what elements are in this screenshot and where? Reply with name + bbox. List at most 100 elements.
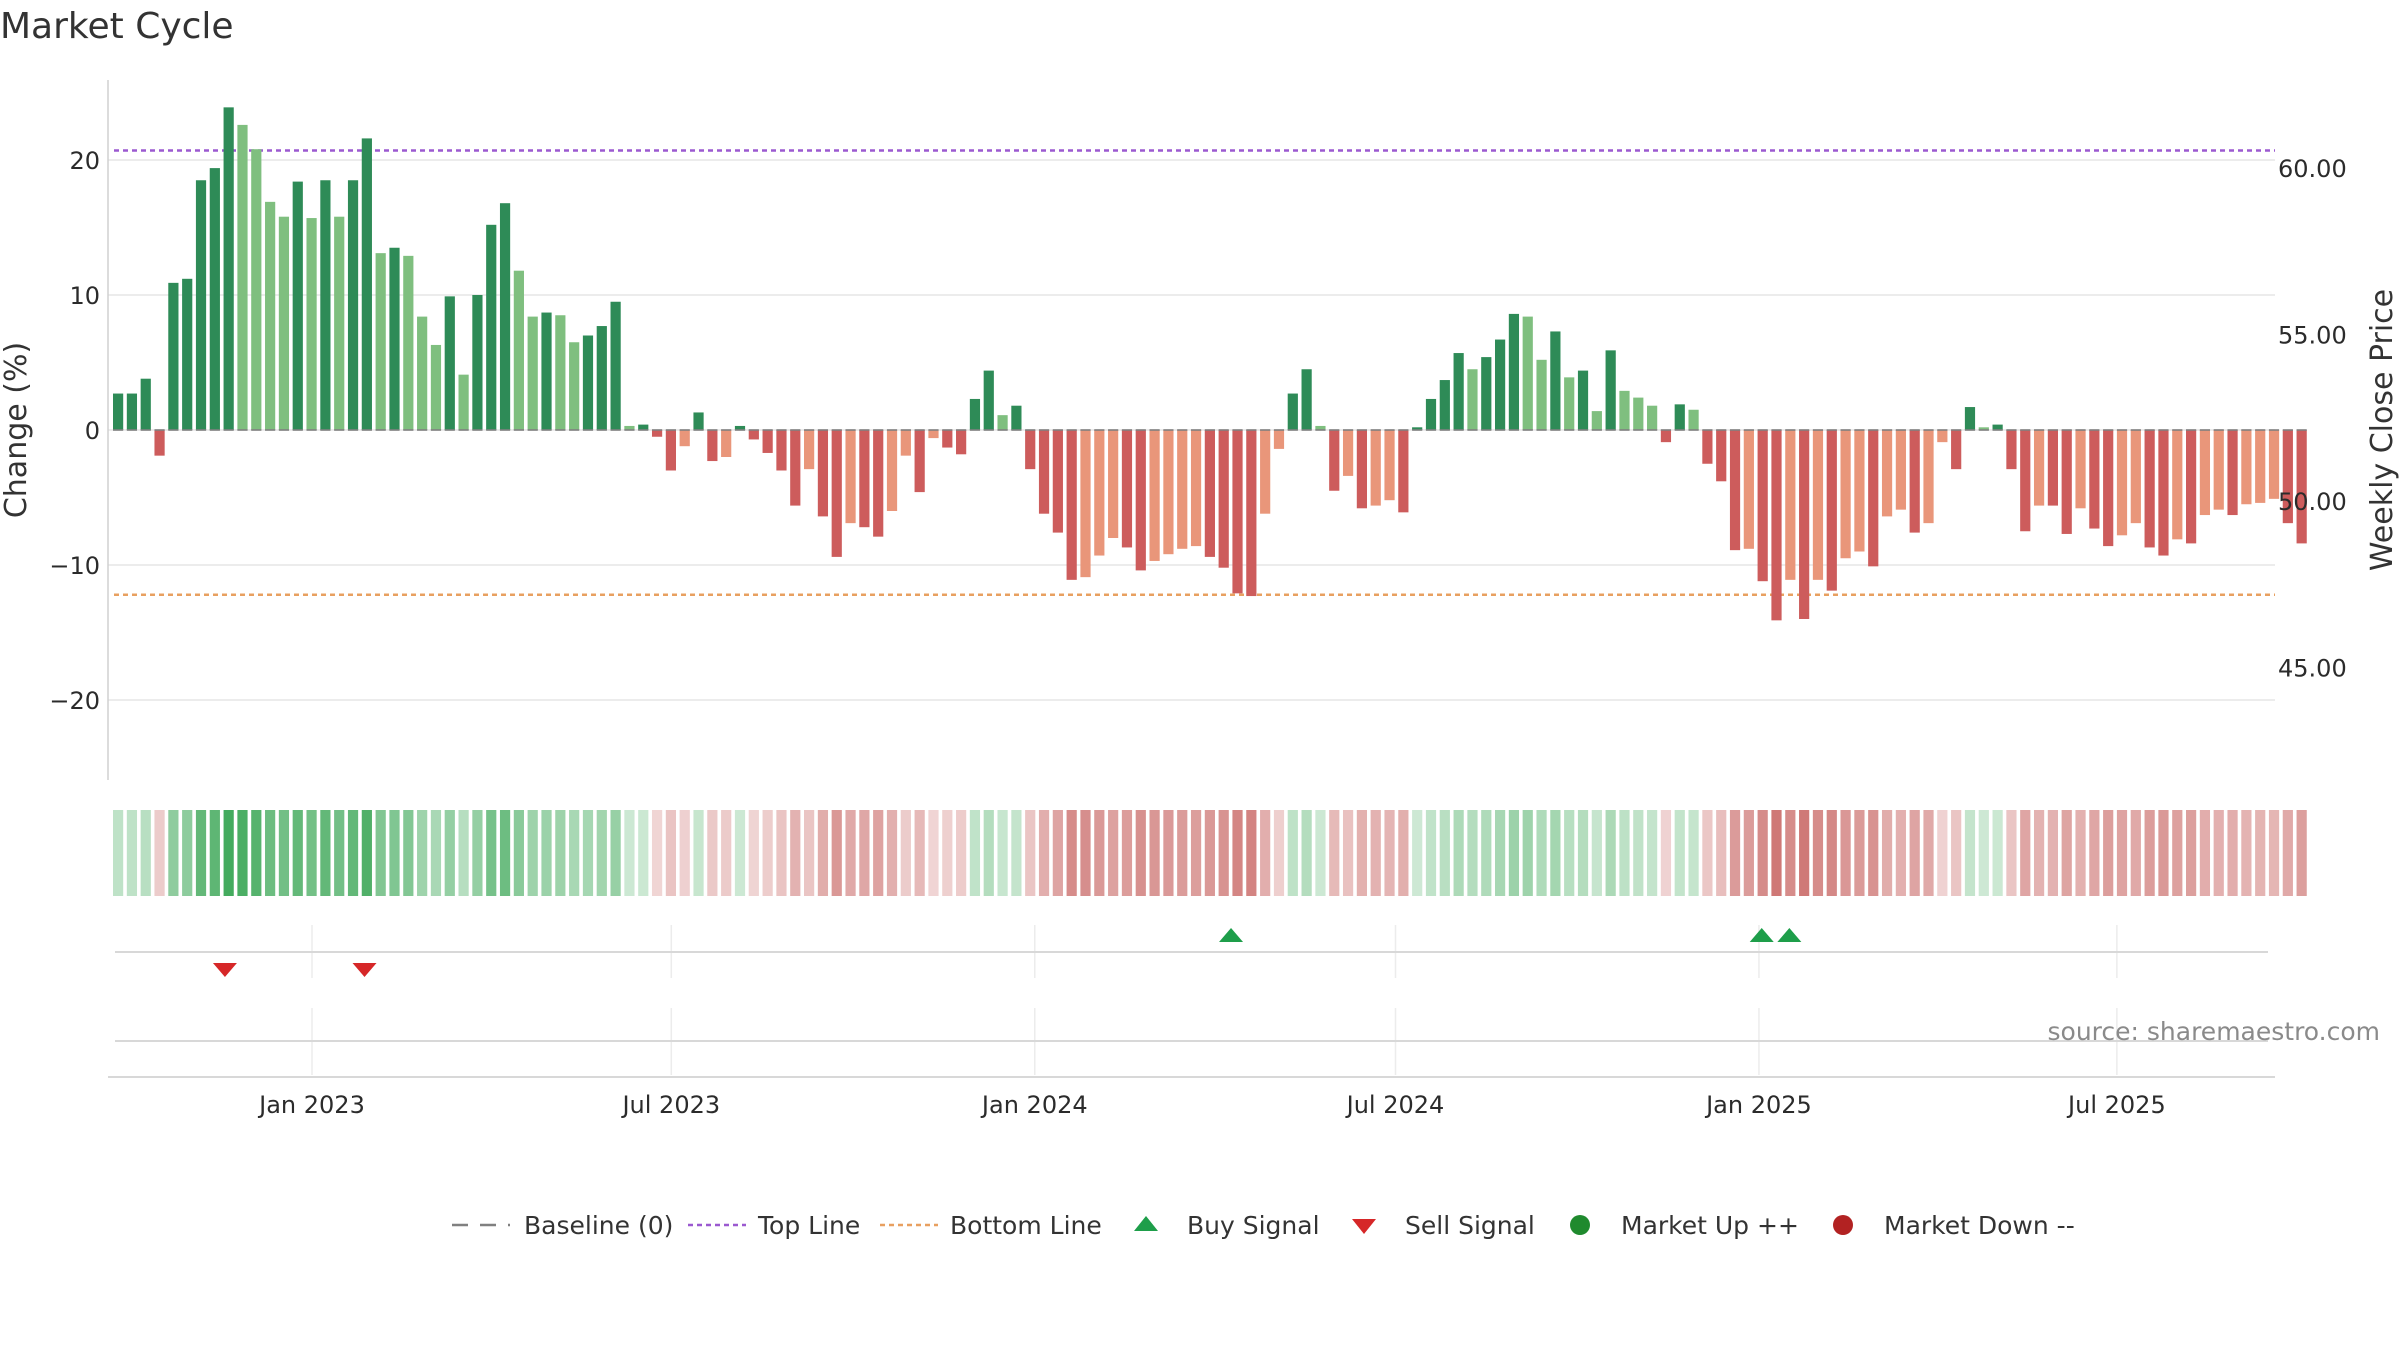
strip-cell: [1066, 810, 1077, 896]
bar: [1909, 430, 1920, 533]
buy-signal-marker: [1219, 928, 1244, 942]
bar: [873, 430, 884, 537]
strip-cell: [2089, 810, 2100, 896]
buy-signal-marker: [1749, 928, 1774, 942]
strip-cell: [1633, 810, 1644, 896]
strip-cell: [1467, 810, 1478, 896]
bar: [1177, 430, 1188, 549]
bar: [1619, 390, 1630, 430]
strip-cell: [2006, 810, 2017, 896]
bar: [1011, 405, 1022, 430]
strip-cell: [2116, 810, 2128, 896]
bar: [361, 138, 372, 430]
strip-cell: [665, 810, 676, 896]
strip-cell: [942, 810, 953, 896]
strip-cell: [1550, 810, 1561, 896]
strip-cell: [1951, 810, 1962, 896]
strip-cell: [569, 810, 580, 896]
strip-cell: [2255, 810, 2266, 896]
strip-cell: [2033, 810, 2045, 896]
bar: [403, 255, 414, 430]
strip-cell: [1743, 810, 1754, 896]
y-right-tick-label: 45.00: [2278, 655, 2347, 683]
bar: [956, 430, 967, 455]
strip-cell: [1025, 810, 1036, 896]
bar: [1094, 430, 1105, 556]
bar: [2033, 430, 2045, 506]
bar: [541, 312, 552, 430]
bar: [1785, 430, 1796, 580]
bar: [886, 430, 898, 511]
bar: [306, 218, 317, 430]
bar: [831, 430, 842, 557]
bar: [2158, 430, 2169, 556]
strip-cell: [140, 810, 151, 896]
strip-cell: [2172, 810, 2183, 896]
bar: [1647, 405, 1658, 430]
bar: [582, 335, 594, 430]
bar: [1702, 430, 1713, 464]
bar: [1868, 430, 1879, 567]
legend-market-down-label: Market Down --: [1884, 1211, 2075, 1240]
bar: [1439, 380, 1450, 430]
bar: [555, 315, 566, 430]
axes: 20 10 0 −10 −20 60.00 55.00 50.00 45.00 Jan 2023 J…: [49, 80, 2347, 1119]
strip-cell: [734, 810, 746, 896]
legend-top-line: Top Line: [688, 1211, 860, 1240]
bar: [472, 295, 483, 430]
strip-cell: [1190, 810, 1202, 896]
strip-cell: [1674, 810, 1685, 896]
bar: [1108, 430, 1119, 538]
bar: [1495, 339, 1506, 430]
strip-cell: [1329, 810, 1340, 896]
strip-cell: [1702, 810, 1713, 896]
y-right-tick-label: 50.00: [2278, 488, 2347, 516]
legend-top-line-label: Top Line: [757, 1211, 860, 1240]
strip-cell: [596, 810, 607, 896]
bar: [1425, 398, 1437, 430]
bar: [1218, 430, 1229, 568]
bar: [638, 424, 649, 430]
bar: [748, 430, 759, 440]
strip-cell: [195, 810, 207, 896]
strip-cell: [182, 810, 193, 896]
strip-cell: [1508, 810, 1520, 896]
strip-cell: [154, 810, 165, 896]
strip-cell: [1577, 810, 1589, 896]
strip-cell: [983, 810, 994, 896]
bar: [2213, 430, 2224, 510]
strip-cell: [555, 810, 566, 896]
bar: [665, 430, 676, 471]
strip-cell: [126, 810, 138, 896]
bar: [2130, 430, 2141, 524]
bar: [1038, 430, 1050, 514]
bar: [1757, 430, 1768, 582]
strip-cell: [1591, 810, 1602, 896]
bars: [113, 107, 2307, 621]
strip-cell: [1826, 810, 1837, 896]
bar: [804, 430, 815, 470]
strip-cell: [1370, 810, 1381, 896]
bar: [320, 180, 331, 430]
strip-cell: [306, 810, 317, 896]
bar: [1481, 357, 1492, 430]
strip-cell: [859, 810, 870, 896]
strip-cell: [430, 810, 442, 896]
strip-cell: [113, 810, 124, 896]
strip-cell: [1757, 810, 1768, 896]
bar: [2268, 430, 2280, 499]
strip-cell: [2296, 810, 2307, 896]
strip-cell: [334, 810, 345, 896]
bar: [1688, 409, 1699, 430]
strip-cell: [817, 810, 829, 896]
strip-cell: [265, 810, 276, 896]
strip-cell: [900, 810, 911, 896]
bar: [1467, 369, 1478, 430]
strip-cell: [278, 810, 290, 896]
strip-cell: [1716, 810, 1727, 896]
strip-cell: [969, 810, 981, 896]
legend-buy-signal: Buy Signal: [1134, 1211, 1320, 1240]
strip-cell: [679, 810, 690, 896]
strip-cell: [928, 810, 939, 896]
strip-cell: [1854, 810, 1865, 896]
